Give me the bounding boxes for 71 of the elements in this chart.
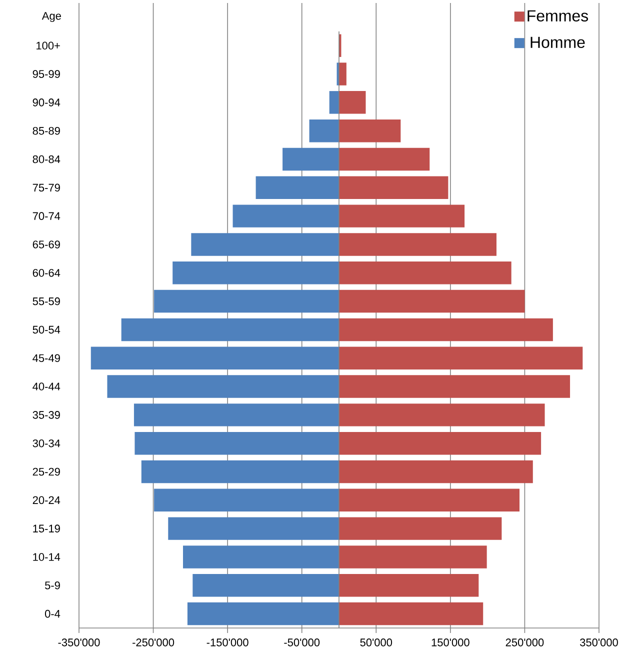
y-tick-label: 85-89	[32, 126, 60, 135]
x-tick-label: 350'000	[580, 638, 618, 646]
bar	[338, 546, 487, 568]
bar	[154, 488, 339, 512]
y-tick-label: 100+	[36, 42, 60, 50]
bar	[338, 375, 570, 398]
y-tick-label: 55-59	[32, 297, 60, 306]
bar	[90, 346, 339, 370]
bar	[338, 488, 520, 512]
bar	[107, 375, 339, 398]
y-tick-label: 45-49	[32, 354, 60, 362]
y-tick-label: 70-74	[32, 212, 60, 220]
y-tick-label: 90-94	[32, 98, 60, 106]
bar	[256, 176, 339, 200]
bar	[338, 517, 502, 540]
bar	[168, 517, 339, 540]
bar	[172, 262, 339, 284]
x-tick-label: -50'000	[284, 638, 320, 646]
y-tick-label: 5-9	[45, 582, 60, 590]
legend-label: Homme	[530, 36, 585, 48]
bar	[338, 602, 484, 626]
bar	[309, 119, 339, 142]
legend-label: Femmes	[528, 10, 588, 22]
bar	[338, 432, 542, 455]
bar	[282, 148, 339, 171]
bar	[338, 204, 465, 228]
x-tick-label: -250'000	[132, 638, 174, 646]
y-tick-label: 95-99	[32, 70, 60, 78]
y-tick-label: 80-84	[32, 155, 60, 164]
bar	[232, 204, 339, 228]
y-tick-label: 30-34	[32, 439, 60, 448]
bar	[338, 318, 553, 342]
y-tick-label: 40-44	[32, 382, 60, 390]
bar	[183, 546, 339, 568]
y-tick-label: 10-14	[33, 553, 60, 561]
x-tick-label: 50'000	[360, 638, 392, 646]
y-tick-label: 0-4	[44, 610, 60, 618]
bar	[338, 62, 346, 86]
x-tick-label: 150'000	[432, 638, 470, 646]
y-tick-label: 20-24	[32, 496, 60, 504]
bar	[338, 262, 512, 284]
bar	[338, 148, 430, 171]
bar	[338, 176, 448, 200]
x-tick-label: 250'000	[506, 638, 544, 646]
bar	[338, 91, 366, 114]
bar	[154, 290, 339, 313]
bar	[338, 404, 545, 426]
y-tick-label: 60-64	[32, 269, 60, 277]
y-tick-label: 15-19	[33, 524, 60, 532]
y-tick-label: 25-29	[32, 468, 60, 476]
y-tick-label: 75-79	[32, 184, 60, 192]
bar	[338, 233, 496, 256]
bar	[338, 346, 583, 370]
bar	[338, 290, 525, 313]
bar	[191, 233, 339, 256]
bar	[338, 460, 533, 484]
bar	[338, 119, 401, 142]
y-axis-title: Age	[42, 12, 61, 22]
bar	[329, 91, 339, 114]
bar	[121, 318, 339, 342]
x-tick-label: -350'000	[58, 638, 100, 646]
bar	[141, 460, 339, 484]
bar	[134, 404, 339, 426]
y-tick-label: 65-69	[32, 240, 60, 248]
bar	[192, 574, 339, 597]
bar	[134, 432, 339, 455]
y-tick-label: 35-39	[32, 411, 60, 419]
x-tick-label: -150'000	[206, 638, 248, 646]
bar	[338, 574, 479, 597]
bar	[187, 602, 339, 626]
y-tick-label: 50-54	[32, 326, 60, 334]
